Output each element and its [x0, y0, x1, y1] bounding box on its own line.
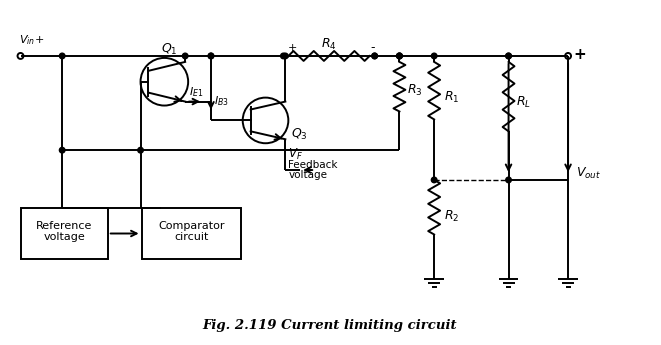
Text: $R_1$: $R_1$	[444, 90, 459, 105]
Text: $V_{out}$: $V_{out}$	[576, 166, 601, 181]
Circle shape	[59, 53, 65, 59]
Circle shape	[208, 53, 214, 59]
Text: $R_L$: $R_L$	[516, 95, 531, 110]
Circle shape	[506, 177, 512, 183]
Text: Comparator
circuit: Comparator circuit	[158, 221, 224, 242]
Circle shape	[397, 53, 402, 59]
Circle shape	[59, 147, 65, 153]
Circle shape	[397, 53, 402, 59]
Circle shape	[182, 53, 188, 59]
Circle shape	[432, 177, 437, 183]
Text: -: -	[371, 41, 375, 54]
Text: $R_4$: $R_4$	[321, 37, 337, 52]
Text: +: +	[573, 48, 586, 62]
Text: $R_3$: $R_3$	[407, 83, 423, 98]
Circle shape	[137, 147, 143, 153]
Circle shape	[432, 53, 437, 59]
Text: $V_{in}$+: $V_{in}$+	[19, 33, 44, 47]
Circle shape	[283, 53, 288, 59]
Circle shape	[372, 53, 377, 59]
Text: voltage: voltage	[288, 170, 327, 180]
Text: +: +	[288, 43, 297, 53]
Text: Feedback: Feedback	[288, 160, 338, 170]
Text: $I_{B3}$: $I_{B3}$	[214, 95, 229, 108]
Text: $Q_3$: $Q_3$	[292, 127, 308, 142]
Text: $V_F$: $V_F$	[288, 147, 303, 162]
Circle shape	[372, 53, 377, 59]
Text: $R_2$: $R_2$	[444, 209, 459, 224]
Text: $I_{E1}$: $I_{E1}$	[189, 86, 204, 99]
Circle shape	[506, 53, 512, 59]
Text: $Q_1$: $Q_1$	[161, 42, 178, 57]
Circle shape	[281, 53, 286, 59]
Circle shape	[506, 53, 512, 59]
Text: Fig. 2.119 Current limiting circuit: Fig. 2.119 Current limiting circuit	[203, 319, 457, 332]
Circle shape	[397, 53, 402, 59]
Text: Reference
voltage: Reference voltage	[36, 221, 93, 242]
Circle shape	[208, 53, 214, 59]
